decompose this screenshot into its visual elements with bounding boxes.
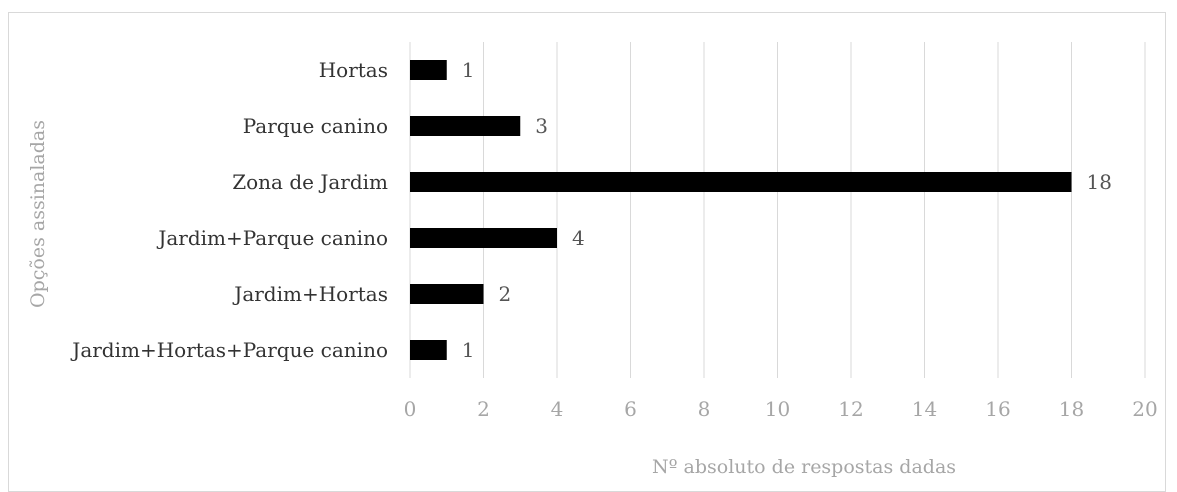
bar [410, 284, 484, 304]
grid-lines [409, 42, 1146, 378]
x-axis-title: Nº absoluto de respostas dadas [652, 456, 956, 478]
bars [410, 60, 1072, 360]
data-label: 18 [1087, 170, 1112, 194]
data-label: 3 [535, 114, 548, 138]
category-label: Jardim+Hortas [232, 282, 388, 306]
data-labels: 1 3 18 4 2 1 [462, 58, 1112, 362]
bar [410, 228, 557, 248]
x-tick-label: 20 [1132, 397, 1157, 421]
bar-chart: Hortas Parque canino Zona de Jardim Jardim+… [27, 42, 1158, 478]
x-tick-label: 6 [624, 397, 637, 421]
category-label: Jardim+Parque canino [156, 226, 388, 250]
x-tick-label: 10 [765, 397, 790, 421]
category-label: Zona de Jardim [232, 170, 388, 194]
x-tick-label: 4 [551, 397, 564, 421]
bar [410, 172, 1072, 192]
data-label: 1 [462, 338, 475, 362]
category-labels: Hortas Parque canino Zona de Jardim Jardim+… [70, 58, 388, 362]
x-tick-label: 12 [838, 397, 863, 421]
x-tick-label: 18 [1059, 397, 1084, 421]
data-label: 1 [462, 58, 475, 82]
category-label: Parque canino [243, 114, 388, 138]
y-axis-title: Opções assinaladas [27, 120, 49, 308]
bar [410, 60, 447, 80]
data-label: 4 [572, 226, 585, 250]
bar [410, 340, 447, 360]
x-tick-labels: 0 2 4 6 8 10 12 14 16 18 20 [404, 397, 1158, 421]
data-label: 2 [499, 282, 512, 306]
x-tick-label: 16 [985, 397, 1010, 421]
x-tick-label: 8 [698, 397, 711, 421]
x-tick-label: 2 [477, 397, 490, 421]
x-tick-label: 0 [404, 397, 417, 421]
x-tick-label: 14 [912, 397, 937, 421]
bar [410, 116, 521, 136]
category-label: Jardim+Hortas+Parque canino [70, 338, 388, 362]
category-label: Hortas [319, 58, 388, 82]
